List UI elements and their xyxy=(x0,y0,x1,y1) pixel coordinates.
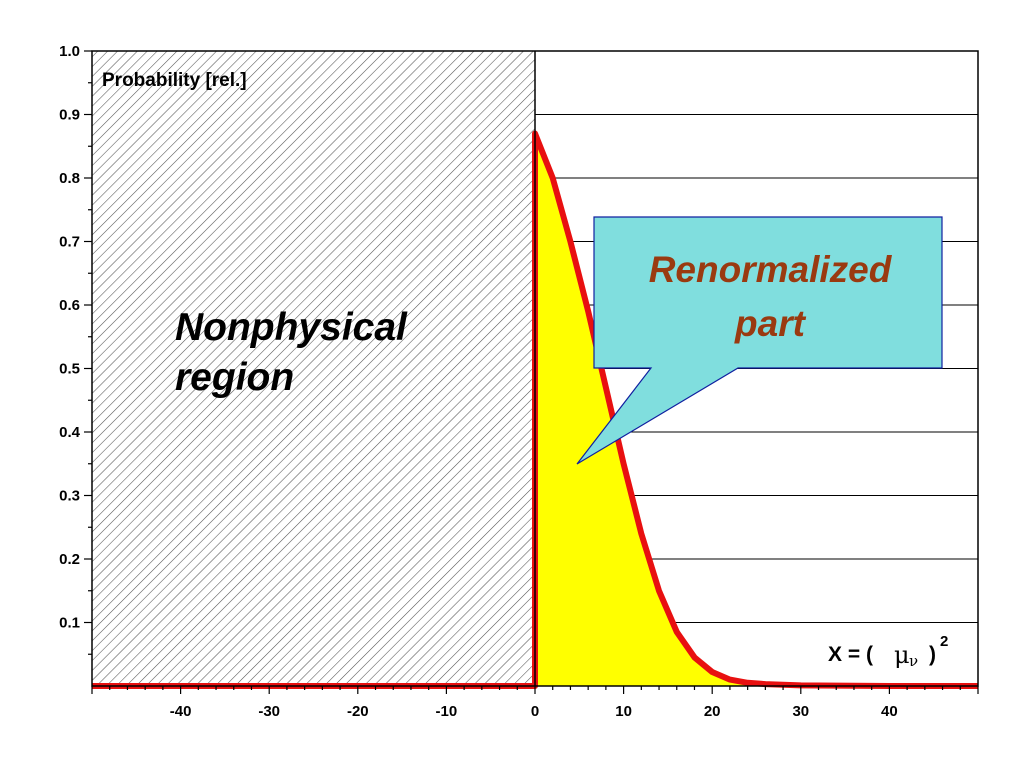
x-tick-label: 30 xyxy=(792,703,809,720)
renormalized-area xyxy=(535,133,978,686)
x-axis: -40 -30 -20 -10 0 10 20 30 40 xyxy=(91,686,979,720)
x-tick-label: -30 xyxy=(258,703,280,720)
x-tick-label: 10 xyxy=(615,703,632,720)
x-axis-label-nu: ν xyxy=(909,652,918,670)
y-tick-label: 0.3 xyxy=(59,488,80,505)
x-axis-label-superscript: 2 xyxy=(940,633,948,650)
callout-box: Renormalized part xyxy=(576,216,943,465)
y-tick-label: 0.2 xyxy=(59,551,80,568)
y-tick-label: 0.9 xyxy=(59,107,80,124)
x-tick-label: 20 xyxy=(704,703,721,720)
y-tick-label: 0.4 xyxy=(59,424,81,441)
y-tick-label: 0.6 xyxy=(59,297,80,314)
probability-curve xyxy=(92,130,978,689)
x-axis-label-prefix: X = ( xyxy=(828,643,873,666)
x-tick-label: -10 xyxy=(436,703,458,720)
x-tick-label: 40 xyxy=(881,703,898,720)
x-tick-label: 0 xyxy=(531,703,539,720)
callout-shape xyxy=(576,216,943,465)
y-tick-label: 0.1 xyxy=(59,615,80,632)
y-tick-label: 0.5 xyxy=(59,361,80,378)
y-axis-label: Probability [rel.] xyxy=(102,70,247,91)
nonphysical-region xyxy=(92,51,535,686)
y-tick-label: 0.7 xyxy=(59,234,80,251)
x-tick-label: -20 xyxy=(347,703,369,720)
callout-line2: part xyxy=(734,303,807,344)
y-tick-label: 1.0 xyxy=(59,43,80,60)
y-tick-label: 0.8 xyxy=(59,170,80,187)
y-axis: 0.1 0.2 0.3 0.4 0.5 0.6 0.7 0.8 0.9 1.0 xyxy=(59,43,92,655)
nonphysical-label-line1: Nonphysical xyxy=(175,306,408,349)
callout-line1: Renormalized xyxy=(649,249,893,290)
x-axis-label-mu: μ xyxy=(894,641,910,669)
nonphysical-label-line2: region xyxy=(175,356,294,399)
x-tick-label: -40 xyxy=(170,703,192,720)
x-axis-label: X = ( μ ν ) 2 xyxy=(828,633,948,670)
x-axis-label-suffix: ) xyxy=(929,643,936,666)
